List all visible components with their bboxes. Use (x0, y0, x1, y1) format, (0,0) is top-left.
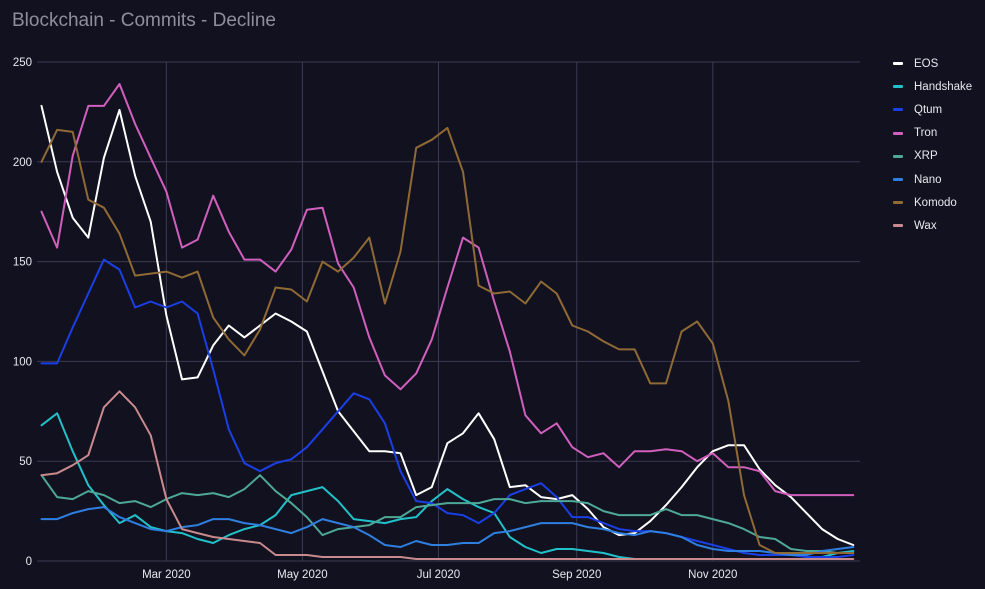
legend-label: Wax (914, 219, 937, 232)
series-line-tron[interactable] (40, 83, 855, 497)
legend-item-nano[interactable]: Nano (893, 168, 972, 191)
series-line-wax[interactable] (40, 390, 855, 560)
legend-swatch (893, 131, 903, 135)
legend-label: Nano (914, 173, 942, 186)
legend-label: Qtum (914, 103, 943, 116)
legend-label: Tron (914, 127, 938, 140)
x-tick-label: Mar 2020 (142, 569, 191, 581)
legend-swatch (893, 85, 903, 89)
legend-swatch (893, 178, 903, 182)
chart-title: Blockchain - Commits - Decline (12, 10, 276, 31)
x-tick-label: May 2020 (277, 569, 328, 581)
legend-swatch (893, 108, 903, 112)
series-lines (40, 83, 855, 560)
chart-legend[interactable]: EOS Handshake Qtum Tron XRP Nano Komodo Wax (893, 52, 972, 238)
legend-item-qtum[interactable]: Qtum (893, 98, 972, 121)
legend-label: XRP (914, 150, 938, 163)
legend-label: EOS (914, 57, 939, 70)
legend-item-handshake[interactable]: Handshake (893, 75, 972, 98)
x-tick-label: Nov 2020 (688, 569, 737, 581)
y-tick-label: 200 (13, 157, 32, 169)
series-line-komodo[interactable] (40, 126, 855, 554)
legend-label: Komodo (914, 196, 957, 209)
legend-swatch (893, 201, 903, 205)
legend-swatch (893, 62, 903, 66)
y-tick-label: 0 (26, 556, 32, 568)
legend-item-komodo[interactable]: Komodo (893, 191, 972, 214)
legend-swatch (893, 224, 903, 228)
series-line-xrp[interactable] (40, 474, 855, 554)
grid-lines (37, 61, 860, 562)
legend-item-xrp[interactable]: XRP (893, 145, 972, 168)
y-tick-label: 150 (13, 257, 32, 269)
axis-tick-labels: 0 50 100 150 200 250 Mar 2020 May 2020 Jul 2020 S… (13, 57, 738, 581)
x-tick-label: Jul 2020 (417, 569, 460, 581)
series-line-qtum[interactable] (40, 258, 855, 558)
y-tick-label: 250 (13, 57, 32, 69)
legend-item-wax[interactable]: Wax (893, 214, 972, 237)
y-tick-label: 100 (13, 356, 32, 368)
legend-item-eos[interactable]: EOS (893, 52, 972, 75)
series-line-eos[interactable] (40, 104, 855, 546)
y-tick-label: 50 (19, 456, 32, 468)
x-tick-label: Sep 2020 (552, 569, 601, 581)
series-line-nano[interactable] (40, 506, 855, 556)
legend-swatch (893, 154, 903, 158)
legend-label: Handshake (914, 80, 973, 93)
legend-item-tron[interactable]: Tron (893, 122, 972, 145)
